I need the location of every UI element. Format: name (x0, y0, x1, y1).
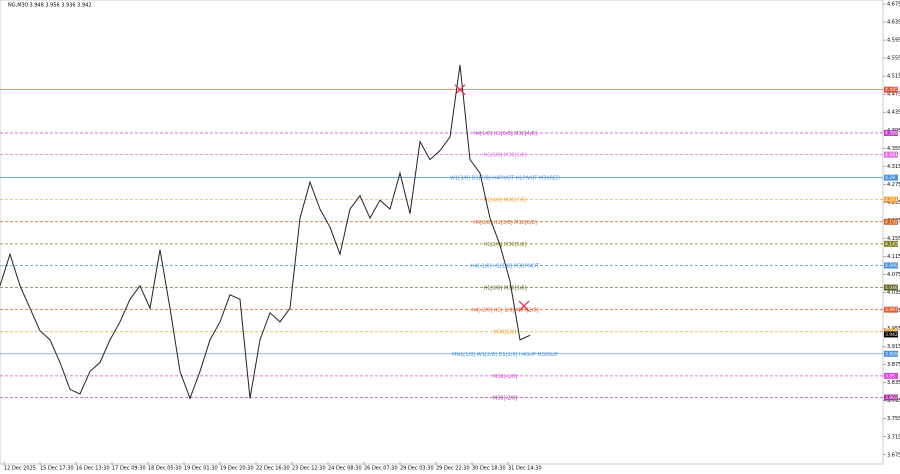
y-tick-label: 3.875 (887, 362, 900, 368)
x-tick-label: 23 Dec 12:30 (292, 466, 326, 472)
level-badge-text: 3.85 (885, 373, 895, 379)
x-tick-label: 12 Dec 2025 (4, 466, 36, 472)
level-label: W1[3/8] D1[7/8] H4PIVOT H1PIVOT M30RED (450, 176, 560, 182)
y-tick-label: 4.595 (887, 38, 900, 44)
y-tick-label: 3.915 (887, 344, 900, 350)
x-tick-label: 30 Dec 18:30 (472, 466, 506, 472)
level-badge (884, 196, 898, 203)
y-tick-label: 4.555 (887, 56, 900, 62)
level-badge-text: 4.29 (885, 175, 895, 181)
level-badge-text: 3.899 (885, 351, 898, 357)
level-badge-text: 4.192 (885, 219, 898, 225)
price-badge-text: 3.942 (885, 332, 898, 338)
level-label: H1[4/8] M30[7/8] (483, 198, 526, 204)
level-label: M30[1/8] (494, 330, 517, 336)
level-badge (884, 129, 898, 136)
cross-marker (454, 84, 466, 96)
x-tick-label: 31 Dec 14:30 (508, 466, 542, 472)
y-tick-label: 4.675 (887, 2, 900, 8)
cross-marker (518, 300, 530, 312)
level-badge-text: 4.485 (885, 87, 898, 93)
plot-frame (0, 0, 884, 465)
y-tick-label: 4.075 (887, 272, 900, 278)
level-badge-text: 4.241 (885, 197, 898, 203)
price-badge (884, 331, 898, 338)
x-tick-label: 26 Dec 07:30 (364, 466, 398, 472)
level-label: H1[2/8] M30[5/8] (483, 242, 526, 248)
y-tick-label: 4.155 (887, 236, 900, 242)
x-tick-label: 22 Dec 16:30 (256, 466, 290, 472)
level-badge-text: 3.997 (885, 307, 898, 313)
x-tick-label: 16 Dec 13:30 (76, 466, 110, 472)
y-tick-label: 4.635 (887, 20, 900, 26)
y-tick-label: 3.755 (887, 416, 900, 422)
x-tick-label: 19 Dec 20:30 (220, 466, 254, 472)
y-tick-label: 4.315 (887, 164, 900, 170)
level-badge (884, 86, 898, 93)
level-label: H4[0/8] H1[3/8] M30[6/8] (473, 220, 537, 226)
level-label: M30[-2/8] (493, 396, 517, 402)
level-label: H4[1/8] H1[6/8] M30[4/8] (473, 131, 537, 137)
x-tick-label: 29 Dec 22:30 (436, 466, 470, 472)
level-badge-text: 4.389 (885, 130, 898, 136)
x-tick-label: 18 Dec 05:30 (148, 466, 182, 472)
level-badge-text: 3.802 (885, 395, 898, 401)
level-badge (884, 218, 898, 225)
level-badge-text: 4.341 (885, 152, 898, 158)
y-tick-label: 4.115 (887, 254, 900, 260)
x-tick-label: 24 Dec 08:30 (328, 466, 362, 472)
price-line (0, 64, 531, 400)
y-tick-label: 4.515 (887, 74, 900, 80)
level-badge (884, 306, 898, 313)
x-tick-label: 17 Dec 09:30 (112, 466, 146, 472)
x-tick-label: 19 Dec 01:30 (184, 466, 218, 472)
level-label: H1[0/8] M30[3/8] (483, 286, 526, 292)
x-tick-label: 15 Dec 17:30 (40, 466, 74, 472)
y-tick-label: 3.715 (887, 434, 900, 440)
level-label: MN1[1/8] W1[2/8] D1[2/8] H4SUP M30SUP (452, 352, 558, 358)
y-tick-label: 4.035 (887, 290, 900, 296)
y-tick-label: 3.675 (887, 452, 900, 458)
level-badge (884, 151, 898, 158)
level-badge-text: 4.143 (885, 241, 898, 247)
x-tick-label: 29 Dec 03:30 (400, 466, 434, 472)
level-badge (884, 350, 898, 357)
level-badge (884, 284, 898, 291)
level-label: M30[-1/8] (493, 374, 517, 380)
level-badge-text: 4.095 (885, 263, 898, 269)
level-badge (884, 262, 898, 269)
y-tick-label: 3.835 (887, 380, 900, 386)
level-label: H1[5/8] M30[1/8] (483, 153, 526, 159)
level-badge (884, 174, 898, 181)
y-tick-label: 4.475 (887, 92, 900, 98)
level-badge (884, 240, 898, 247)
level-label: H4[-2/8] H1[-1/8] M30[2/8] (471, 308, 538, 314)
level-badge (884, 394, 898, 401)
y-tick-label: 4.275 (887, 182, 900, 188)
chart-title: NG,M30 3.948 3.956 3.936 3.942 (8, 3, 92, 9)
y-tick-label: 3.795 (887, 398, 900, 404)
level-badge-text: 4.046 (885, 285, 898, 291)
y-tick-label: 4.235 (887, 200, 900, 206)
y-tick-label: 4.435 (887, 110, 900, 116)
y-tick-label: 4.355 (887, 146, 900, 152)
level-badge (884, 372, 898, 379)
